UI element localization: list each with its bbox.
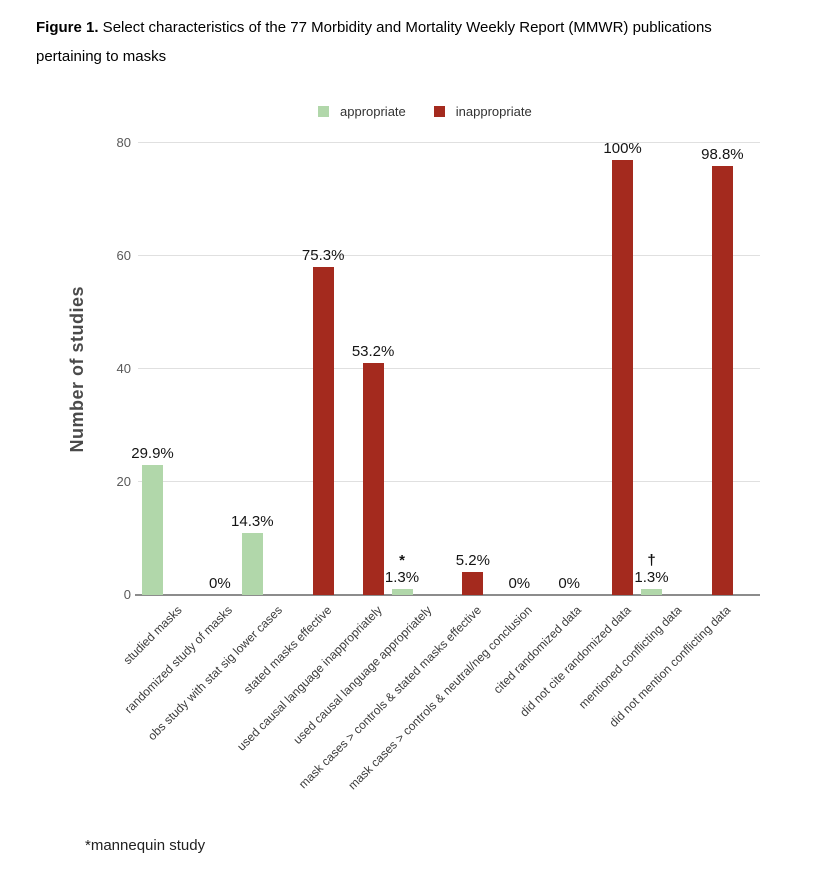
- bar-inappropriate: [312, 267, 334, 595]
- legend-label-inappropriate: inappropriate: [455, 104, 532, 119]
- gridline: [138, 368, 760, 369]
- gridline: [138, 142, 760, 143]
- value-label: 98.8%: [701, 145, 744, 163]
- bar-inappropriate: [612, 159, 634, 595]
- x-category-label: mask cases > controls & stated masks eff…: [296, 603, 485, 792]
- bar-inappropriate: [362, 363, 384, 595]
- gridline: [138, 255, 760, 256]
- bar-appropriate: [142, 465, 163, 595]
- y-tick-label: 0: [123, 587, 131, 602]
- x-axis-line: [135, 594, 760, 596]
- x-category-label: cited randomized data: [490, 603, 585, 697]
- value-label: 14.3%: [231, 512, 274, 530]
- bar-inappropriate: [462, 572, 484, 595]
- value-label: 1.3%: [634, 569, 669, 587]
- inappropriate-swatch-icon: [433, 106, 445, 117]
- appropriate-swatch-icon: [318, 106, 329, 117]
- legend-label-appropriate: appropriate: [340, 104, 406, 119]
- value-label: 29.9%: [131, 445, 174, 463]
- value-label: 0%: [209, 575, 231, 592]
- footnote: *mannequin study: [85, 837, 206, 854]
- value-label: 53.2%: [351, 343, 395, 361]
- bar-appropriate: [641, 589, 662, 595]
- value-label: 100%: [603, 139, 642, 157]
- y-tick-label: 20: [116, 474, 131, 489]
- value-label: 0%: [558, 575, 581, 592]
- gridline: [138, 481, 760, 482]
- bar-inappropriate: [711, 165, 733, 595]
- value-label: 75.3%: [301, 247, 345, 265]
- value-label: 5.2%: [455, 552, 490, 570]
- y-axis-title-wrap: Number of studies: [63, 143, 91, 595]
- annotation-mark: *: [399, 552, 405, 570]
- y-tick-label: 80: [116, 135, 131, 150]
- y-tick-label: 60: [116, 248, 131, 263]
- value-label: 1.3%: [384, 569, 420, 587]
- y-tick-label: 40: [116, 361, 131, 376]
- figure-caption-line2: pertaining to masks: [36, 48, 167, 65]
- bar-appropriate: [391, 589, 413, 595]
- x-category-label: stated masks effective: [240, 603, 335, 697]
- legend-item-inappropriate: inappropriate: [433, 104, 532, 119]
- value-label: 0%: [508, 575, 531, 592]
- figure-caption-text: Select characteristics of the 77 Morbidi…: [98, 19, 712, 36]
- legend-item-appropriate: appropriate: [318, 104, 406, 119]
- figure-number: Figure 1.: [36, 19, 99, 36]
- annotation-mark: †: [647, 552, 656, 570]
- figure-caption: Figure 1. Select characteristics of the …: [36, 13, 816, 71]
- plot-area: 0 20 40 60 80 29.9% studied masks 0% randomized …: [117, 135, 760, 792]
- chart-legend: appropriate inappropriate: [318, 104, 532, 119]
- x-category-label: mask cases > controls & neutral/neg conc…: [344, 603, 535, 793]
- y-axis-title: Number of studies: [66, 285, 87, 453]
- bar-appropriate: [241, 532, 263, 595]
